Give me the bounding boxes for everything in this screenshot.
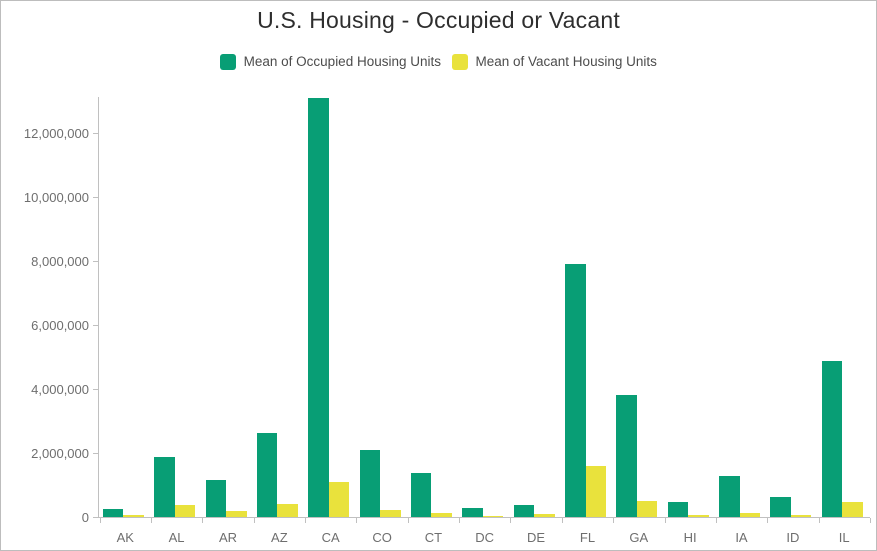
bar-vacant-dc[interactable] [482, 515, 504, 517]
bar-occupied-al[interactable] [154, 456, 175, 517]
x-axis-tick [561, 518, 563, 523]
y-axis-tick [93, 261, 98, 262]
bar-vacant-az[interactable] [277, 503, 298, 517]
x-axis-label-ga: GA [629, 530, 649, 545]
x-axis-tick [356, 518, 358, 523]
bar-vacant-ga[interactable] [636, 501, 658, 517]
bar-occupied-il[interactable] [821, 361, 843, 517]
bar-occupied-ar[interactable] [205, 479, 226, 517]
x-axis-label-de: DE [527, 530, 546, 545]
bar-occupied-co[interactable] [359, 449, 381, 517]
bar-occupied-hi[interactable] [667, 502, 689, 517]
legend-item-occupied[interactable]: Mean of Occupied Housing Units [220, 54, 441, 70]
bar-occupied-ga[interactable] [616, 395, 637, 517]
y-axis-label: 4,000,000 [31, 381, 89, 397]
y-axis-tick [93, 133, 98, 134]
x-axis-label-ia: IA [735, 530, 748, 545]
x-axis-label-id: ID [786, 530, 800, 545]
y-axis-label: 10,000,000 [23, 189, 89, 205]
bar-occupied-ct[interactable] [410, 472, 432, 517]
x-axis-label-az: AZ [271, 530, 288, 545]
x-axis-label-co: CO [372, 530, 392, 545]
x-axis-tick [818, 518, 820, 523]
y-axis-tick [93, 325, 98, 326]
x-axis-tick [150, 518, 152, 523]
x-axis-tick [459, 518, 460, 523]
bar-occupied-ia[interactable] [719, 476, 740, 517]
bar-vacant-de[interactable] [534, 514, 555, 517]
bar-vacant-hi[interactable] [688, 514, 709, 517]
x-axis-tick [253, 518, 255, 523]
y-axis-label: 8,000,000 [31, 253, 89, 269]
bar-occupied-dc[interactable] [462, 508, 483, 517]
legend: Mean of Occupied Housing Units Mean of V… [1, 54, 876, 70]
x-axis-tick [407, 518, 409, 523]
x-axis-tick [664, 518, 666, 523]
y-axis-label: 2,000,000 [31, 445, 89, 461]
bar-occupied-az[interactable] [256, 433, 278, 517]
y-axis-label: 6,000,000 [31, 317, 89, 333]
bar-vacant-al[interactable] [174, 504, 196, 517]
y-axis-label: 12,000,000 [23, 125, 89, 141]
x-axis-tick [869, 518, 871, 523]
bar-vacant-fl[interactable] [585, 465, 606, 517]
bar-occupied-id[interactable] [770, 497, 791, 517]
bar-vacant-id[interactable] [790, 514, 812, 517]
x-axis-label-ct: CT [424, 530, 443, 545]
bar-vacant-co[interactable] [380, 509, 401, 517]
legend-swatch-occupied-icon [220, 54, 236, 70]
y-axis-line [98, 97, 99, 517]
x-axis-tick [715, 518, 717, 523]
x-axis-label-dc: DC [475, 530, 495, 545]
y-axis-tick [93, 389, 98, 390]
x-axis-tick [613, 518, 615, 523]
y-axis-label: 0 [81, 509, 89, 525]
y-axis-tick [93, 197, 98, 198]
bar-vacant-il[interactable] [842, 501, 863, 517]
legend-item-vacant[interactable]: Mean of Vacant Housing Units [452, 54, 657, 70]
x-axis-tick [510, 518, 512, 523]
x-axis-label-ak: AK [116, 530, 134, 545]
legend-label-occupied: Mean of Occupied Housing Units [243, 54, 441, 70]
x-axis-label-fl: FL [579, 530, 596, 545]
y-axis-tick [93, 517, 98, 518]
bar-occupied-de[interactable] [513, 505, 535, 517]
bar-vacant-ca[interactable] [328, 482, 350, 517]
bar-occupied-fl[interactable] [565, 263, 586, 517]
x-axis-label-ca: CA [321, 530, 340, 545]
bar-vacant-ak[interactable] [123, 515, 144, 517]
x-axis-tick [767, 518, 769, 523]
x-axis-line [98, 517, 870, 518]
legend-swatch-vacant-icon [452, 54, 468, 70]
y-axis-tick [93, 453, 98, 454]
x-axis-label-ar: AR [218, 530, 237, 545]
chart-title: U.S. Housing - Occupied or Vacant [257, 7, 620, 33]
x-axis-label-al: AL [168, 530, 185, 545]
bar-vacant-ct[interactable] [431, 512, 452, 517]
x-axis-tick [202, 518, 204, 523]
bar-occupied-ca[interactable] [308, 97, 329, 517]
x-axis-label-il: IL [838, 530, 850, 545]
x-axis-label-hi: HI [683, 530, 697, 545]
bar-occupied-ak[interactable] [102, 509, 124, 517]
x-axis-tick [305, 518, 306, 523]
x-axis-tick [99, 518, 101, 523]
legend-label-vacant: Mean of Vacant Housing Units [475, 54, 657, 70]
bar-vacant-ia[interactable] [739, 513, 760, 517]
bar-vacant-ar[interactable] [226, 510, 247, 517]
